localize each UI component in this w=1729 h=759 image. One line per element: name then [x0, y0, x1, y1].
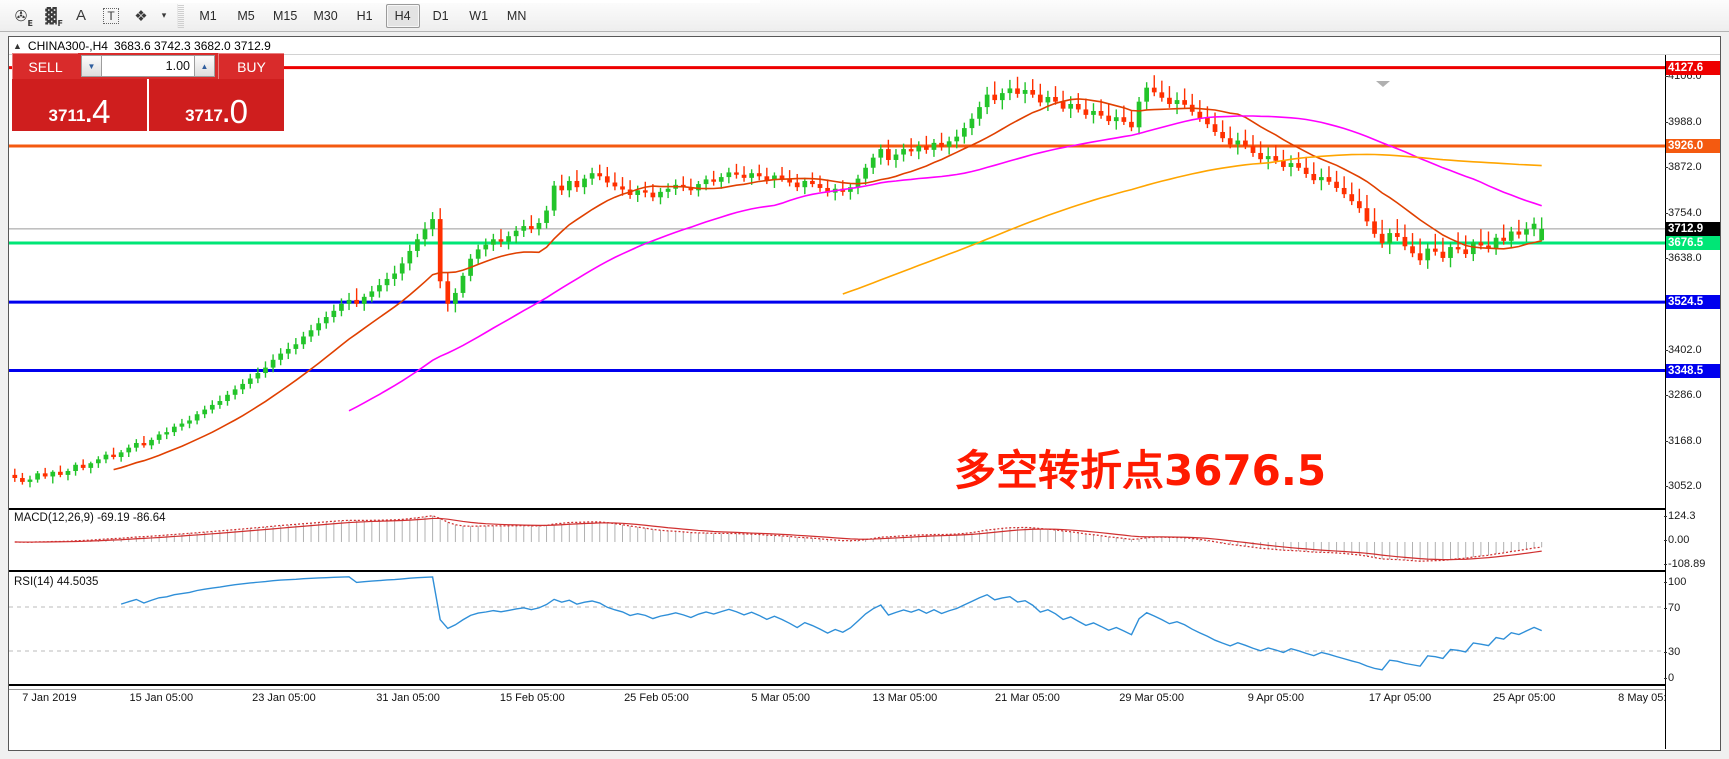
grid-icon[interactable]: ▓ F [36, 3, 66, 29]
chevron-down-glyph: ▾ [161, 10, 167, 20]
price-tick: 3402.0 [1665, 343, 1702, 356]
text-tool-icon[interactable]: A [66, 3, 96, 29]
price-badge-support-line[interactable]: 3348.5 [1666, 363, 1720, 378]
sell-price-integer: 3711 [48, 106, 86, 125]
price-tick: 3988.0 [1665, 115, 1702, 128]
time-tick: 31 Jan 05:00 [376, 692, 440, 704]
macd-pane[interactable]: MACD(12,26,9) -69.19 -86.64 [9, 508, 1665, 572]
macd-tick: -108.89 [1663, 558, 1706, 570]
timeframe-m5[interactable]: M5 [237, 8, 255, 23]
toolbar-tab-strip [160, 0, 760, 3]
scroll-caret-icon[interactable] [1376, 81, 1390, 87]
timeframe-mn[interactable]: MN [506, 8, 527, 23]
timeframe-h4[interactable]: H4 [385, 3, 420, 28]
sell-button[interactable]: SELL [12, 53, 78, 79]
price-badge-resistance-line[interactable]: 3926.0 [1666, 138, 1720, 153]
time-tick: 21 Mar 05:00 [995, 692, 1060, 704]
buy-price-fraction: 0 [229, 92, 248, 130]
macd-tick: 124.3 [1664, 510, 1696, 522]
volume-input[interactable]: 1.00 [102, 55, 194, 77]
chart-crosshair-glyph: ✇ [14, 6, 28, 25]
one-click-trading-panel[interactable]: SELL ▼ 1.00 ▲ BUY 3711 . 4 3717 . 0 [12, 53, 284, 131]
rsi-label: RSI(14) 44.5035 [14, 576, 99, 588]
volume-stepper[interactable]: ▼ 1.00 ▲ [78, 53, 218, 79]
buy-button[interactable]: BUY [218, 53, 284, 79]
time-tick: 8 May 05:00 [1618, 692, 1679, 704]
rsi-pane[interactable]: RSI(14) 44.5035 [9, 574, 1665, 686]
price-chart-svg [9, 66, 1665, 488]
price-tick: 3638.0 [1665, 251, 1702, 264]
toolbar-separator [177, 3, 184, 28]
price-tick: 3168.0 [1665, 434, 1702, 447]
chart-window: ▲ CHINA300-,H4 3683.6 3742.3 3682.0 3712… [8, 36, 1721, 751]
chart-symbol-label: CHINA300-,H4 [27, 38, 108, 53]
time-axis[interactable]: 7 Jan 2019 15 Jan 05:00 23 Jan 05:00 31 Jan… [9, 689, 1679, 749]
rsi-axis: 100 70 30 0 [1663, 574, 1720, 686]
time-tick: 7 Jan 2019 [22, 692, 77, 704]
chart-crosshair-sub: E [27, 18, 33, 28]
time-tick: 23 Jan 05:00 [252, 692, 316, 704]
time-tick: 13 Mar 05:00 [872, 692, 938, 704]
buy-price-integer: 3717 [185, 106, 223, 125]
objects-icon[interactable]: ❖ [126, 3, 156, 29]
time-tick: 5 Mar 05:00 [751, 692, 811, 704]
rsi-tick: 100 [1663, 576, 1687, 588]
text-tool-glyph: A [75, 7, 86, 24]
sell-price-fraction: 4 [92, 92, 111, 130]
time-tick: 15 Jan 05:00 [129, 692, 194, 704]
sell-price-separator: . [85, 101, 93, 128]
timeframe-d1[interactable]: D1 [432, 8, 449, 23]
trade-panel-top-row: SELL ▼ 1.00 ▲ BUY [12, 53, 284, 79]
buy-price-display[interactable]: 3717 . 0 [149, 79, 284, 131]
grid-glyph: ▓ [45, 6, 57, 25]
price-pane[interactable] [9, 55, 1665, 506]
timeframe-m1[interactable]: M1 [199, 8, 217, 23]
collapse-triangle-icon[interactable]: ▲ [13, 40, 22, 51]
chart-ohlc-values: 3683.6 3742.3 3682.0 3712.9 [113, 38, 271, 53]
time-tick: 15 Feb 05:00 [499, 692, 565, 704]
time-tick: 25 Apr 05:00 [1493, 692, 1556, 704]
price-tick: 3052.0 [1665, 479, 1702, 492]
price-axis[interactable]: 4106.0 3988.0 3872.0 3754.0 3638.0 3402.0 3286… [1665, 55, 1720, 749]
timeframe-m15[interactable]: M15 [273, 8, 298, 23]
rsi-chart-svg [9, 576, 1665, 671]
chart-plot-area[interactable]: MACD(12,26,9) -69.19 -86.64 RSI(14) 44.5… [9, 55, 1720, 749]
buy-price-separator: . [222, 101, 230, 128]
grid-sub: F [57, 18, 63, 28]
macd-axis: 124.3 0.00 -108.89 [1663, 508, 1720, 572]
rsi-tick: 30 [1663, 646, 1681, 659]
price-tick: 3754.0 [1665, 206, 1702, 219]
time-tick: 29 Mar 05:00 [1119, 692, 1185, 704]
objects-glyph: ❖ [134, 6, 148, 25]
time-tick: 25 Feb 05:00 [624, 692, 689, 704]
trade-panel-prices: 3711 . 4 3717 . 0 [12, 79, 284, 131]
macd-tick: 0.00 [1663, 534, 1690, 546]
chart-crosshair-icon[interactable]: ✇ E [6, 3, 36, 29]
price-tick: 3872.0 [1665, 160, 1702, 173]
rsi-tick: 70 [1663, 601, 1681, 614]
price-badge-pivot-line[interactable]: 3676.5 [1666, 235, 1720, 250]
chart-header: ▲ CHINA300-,H4 3683.6 3742.3 3682.0 3712… [9, 37, 1720, 55]
text-label-glyph: T [103, 7, 119, 24]
timeframe-m30[interactable]: M30 [313, 8, 338, 23]
macd-chart-svg [14, 515, 1543, 562]
timeframe-h1[interactable]: H1 [356, 8, 373, 23]
price-badge-resistance-line[interactable]: 4127.6 [1666, 60, 1720, 75]
price-badge-support-line[interactable]: 3524.5 [1666, 295, 1720, 310]
volume-increment-icon[interactable]: ▲ [194, 55, 215, 77]
rsi-tick: 0 [1663, 672, 1675, 684]
time-tick: 9 Apr 05:00 [1247, 692, 1304, 704]
price-badge-last-price[interactable]: 3712.9 [1666, 221, 1720, 236]
volume-decrement-icon[interactable]: ▼ [81, 55, 102, 77]
macd-label: MACD(12,26,9) -69.19 -86.64 [14, 512, 166, 524]
text-label-icon[interactable]: T [96, 3, 126, 29]
sell-price-display[interactable]: 3711 . 4 [12, 79, 149, 131]
price-tick: 3286.0 [1665, 388, 1702, 401]
chart-annotation-text[interactable]: 多空转折点3676.5 [954, 446, 1327, 495]
chevron-down-icon[interactable]: ▾ [156, 3, 172, 29]
time-tick: 17 Apr 05:00 [1368, 692, 1432, 704]
timeframe-w1[interactable]: W1 [469, 8, 489, 23]
main-toolbar: ✇ E ▓ F A T ❖ ▾ M1 M5 M15 M30 H1 H4 D1 W… [0, 0, 1729, 32]
